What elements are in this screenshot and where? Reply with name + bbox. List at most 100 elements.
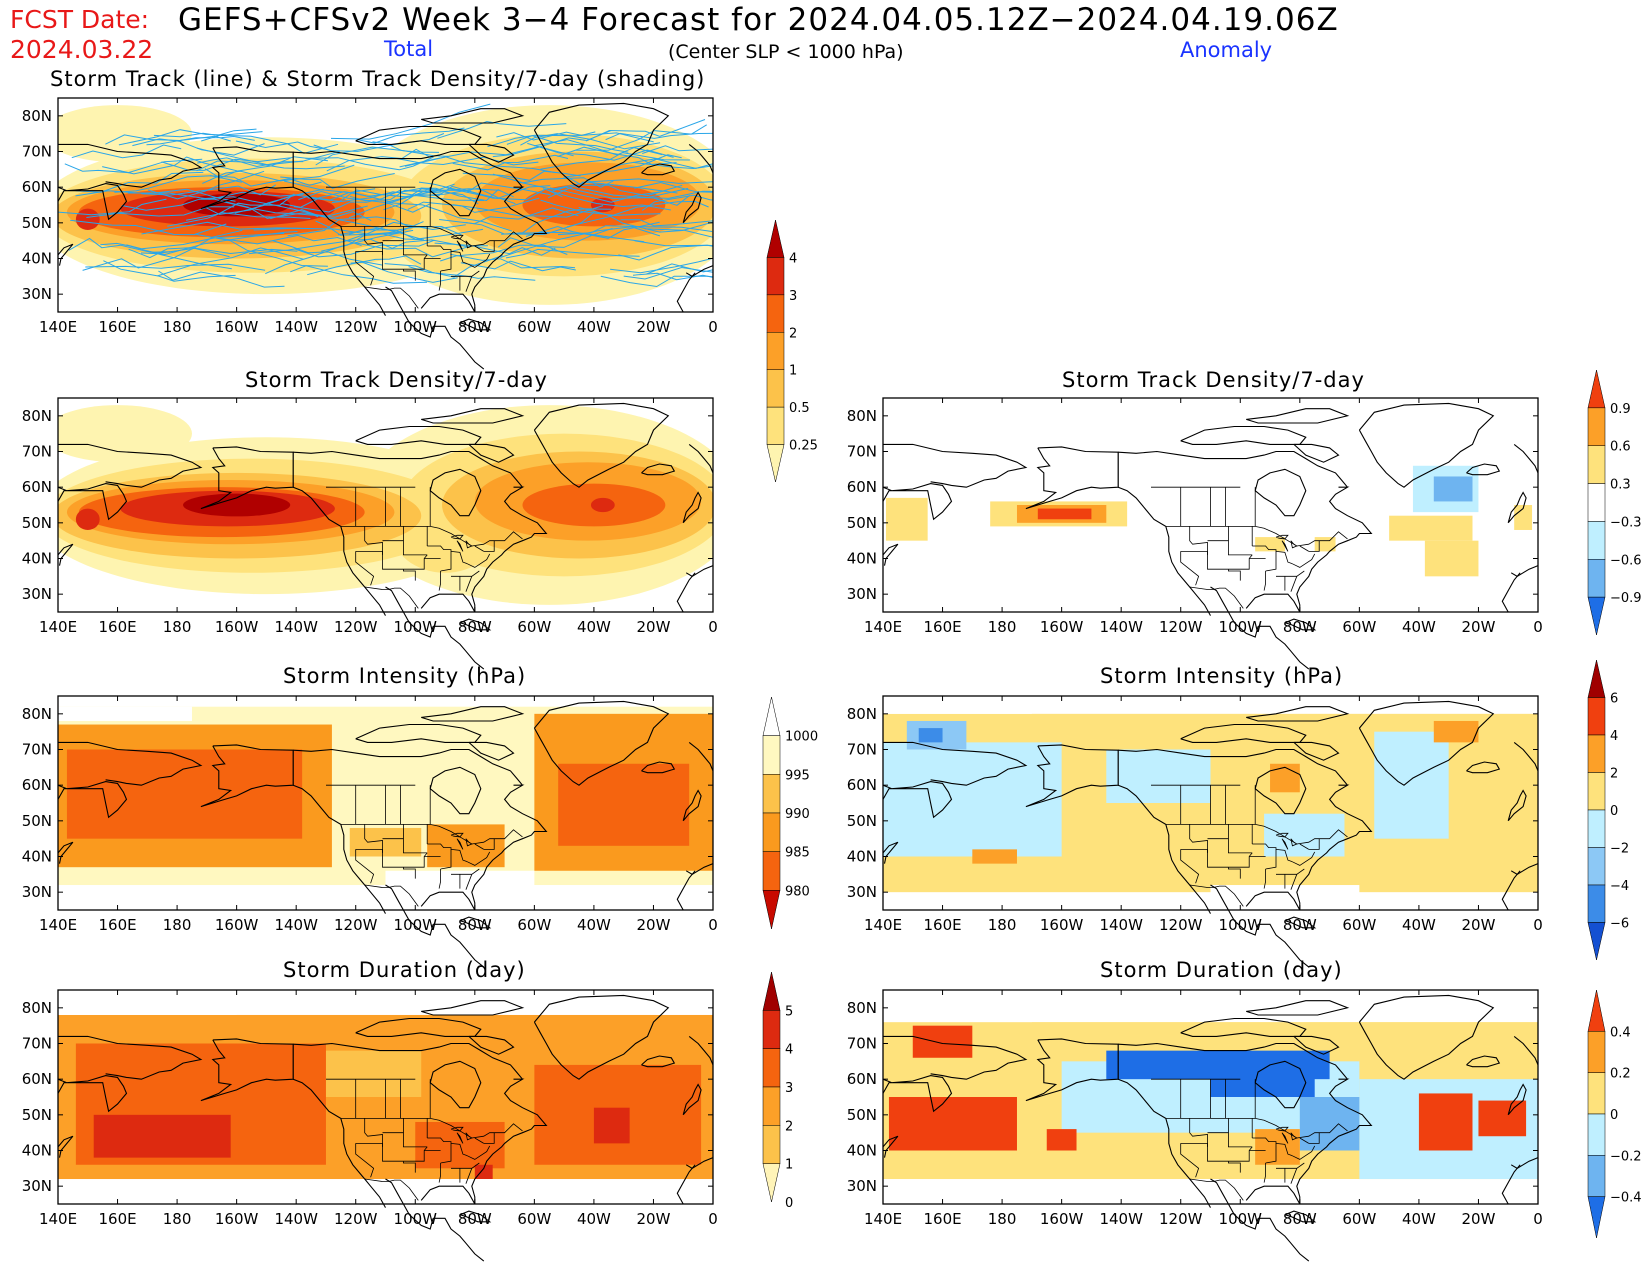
storm-track-line bbox=[141, 221, 314, 235]
political-border bbox=[1228, 1146, 1253, 1162]
coastline bbox=[57, 483, 128, 521]
coastline bbox=[1293, 741, 1340, 761]
colorbar-tick-label: −0.4 bbox=[1610, 1191, 1642, 1206]
colorbar-tick-label: −0.2 bbox=[1610, 1149, 1642, 1164]
political-border bbox=[1189, 526, 1208, 555]
coastline bbox=[385, 586, 434, 638]
coastline bbox=[1180, 723, 1307, 743]
coastline bbox=[882, 483, 953, 521]
political-border bbox=[1180, 550, 1229, 570]
coastline bbox=[1258, 923, 1310, 968]
storm-track-line bbox=[146, 231, 298, 256]
political-border bbox=[450, 251, 468, 265]
coastline bbox=[1501, 870, 1521, 911]
colorbar-segment bbox=[762, 735, 781, 775]
coastline bbox=[1210, 884, 1259, 936]
coastline bbox=[882, 1135, 899, 1158]
political-border bbox=[427, 245, 452, 272]
lat-label: 80N bbox=[847, 705, 877, 723]
colorbar-tick-label: 0.25 bbox=[789, 439, 818, 454]
colorbar-arrow-top bbox=[762, 696, 781, 736]
political-border bbox=[1292, 553, 1316, 568]
colorbar-arrow-bottom bbox=[1587, 596, 1606, 636]
storm-track-line bbox=[357, 127, 465, 144]
lon-label: 140W bbox=[274, 1210, 318, 1228]
colorbar-arrow-bottom bbox=[1587, 1196, 1606, 1239]
storm-track-line bbox=[641, 194, 713, 211]
lon-label: 160W bbox=[1040, 916, 1084, 934]
storm-track-line bbox=[547, 185, 691, 206]
political-border bbox=[438, 571, 442, 591]
coastline bbox=[1118, 748, 1348, 786]
map-frame bbox=[57, 97, 714, 313]
field-cell bbox=[58, 706, 192, 721]
lon-label: 0 bbox=[708, 1210, 718, 1228]
field-cell bbox=[912, 1025, 973, 1058]
political-border bbox=[1252, 1137, 1277, 1164]
coastline bbox=[883, 741, 1028, 786]
coastline bbox=[385, 286, 434, 338]
political-border bbox=[465, 874, 473, 890]
coastline bbox=[682, 1083, 702, 1116]
coastline bbox=[1246, 706, 1350, 722]
lon-label: 180 bbox=[163, 618, 192, 636]
coastline bbox=[1466, 761, 1501, 774]
coastline bbox=[1117, 784, 1211, 914]
main-title: GEFS+CFSv2 Week 3−4 Forecast for 2024.04… bbox=[178, 2, 1339, 38]
colorbar-tick-label: 0.9 bbox=[1610, 402, 1631, 417]
colorbar-intensity-anom: 6 4 2 0 −2 −4 −6 bbox=[1587, 659, 1629, 961]
coastline bbox=[58, 741, 203, 786]
colorbar-segment bbox=[1587, 847, 1606, 886]
storm-track-line bbox=[103, 260, 236, 282]
colorbar-tick-label: 990 bbox=[785, 807, 810, 822]
lat-label: 70N bbox=[847, 443, 877, 461]
coastline bbox=[468, 741, 515, 761]
coastline bbox=[355, 1017, 482, 1037]
colorbar-arrow-top bbox=[1587, 989, 1606, 1032]
storm-track-line bbox=[253, 221, 424, 235]
storm-track-line bbox=[506, 135, 629, 153]
political-border bbox=[1275, 849, 1293, 863]
colorbar-segment bbox=[762, 1125, 781, 1164]
lake-outline bbox=[450, 832, 464, 838]
lat-label: 70N bbox=[847, 1035, 877, 1053]
political-border bbox=[355, 551, 375, 586]
storm-track-line bbox=[618, 244, 713, 261]
storm-track-line bbox=[201, 196, 319, 218]
lat-label: 30N bbox=[22, 585, 52, 603]
coastline bbox=[355, 723, 482, 743]
map-overlay bbox=[57, 994, 714, 1262]
coastline bbox=[685, 1157, 714, 1169]
colorbar-segment bbox=[762, 774, 781, 814]
field-cell bbox=[355, 1179, 535, 1204]
storm-track-line bbox=[557, 146, 677, 165]
storm-track-line bbox=[85, 263, 266, 271]
coastline bbox=[1254, 1060, 1307, 1109]
lon-label: 140W bbox=[1099, 1210, 1143, 1228]
storm-track-line bbox=[565, 175, 668, 197]
colorbar-tick-label: 0.2 bbox=[1610, 1067, 1631, 1082]
coastline bbox=[1245, 486, 1373, 613]
field-cell bbox=[1433, 476, 1473, 502]
lake-outline bbox=[465, 540, 473, 549]
field-cell bbox=[349, 827, 422, 857]
colorbar-arrow-bottom bbox=[762, 1163, 781, 1203]
coastline bbox=[676, 870, 696, 911]
storm-track-line bbox=[141, 184, 276, 196]
storm-track-line bbox=[520, 133, 661, 150]
lat-label: 60N bbox=[847, 478, 877, 496]
lake-outline bbox=[465, 240, 473, 249]
storm-track-line bbox=[384, 255, 503, 278]
storm-track-line bbox=[161, 157, 291, 171]
storm-track-line bbox=[75, 171, 204, 193]
lake-outline bbox=[450, 1126, 464, 1132]
lat-label: 40N bbox=[847, 1142, 877, 1160]
map-frame bbox=[57, 989, 714, 1205]
field-cell bbox=[972, 849, 1017, 864]
lon-label: 80W bbox=[458, 916, 492, 934]
lake-outline bbox=[1275, 1126, 1289, 1132]
coastline bbox=[293, 748, 523, 786]
colorbar-segment bbox=[762, 1086, 781, 1126]
colorbar-tick-label: 0 bbox=[1610, 804, 1618, 819]
storm-track-line bbox=[518, 181, 678, 194]
